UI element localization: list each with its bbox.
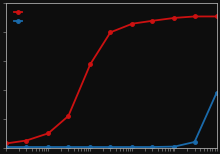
blue_series (151, 146, 154, 148)
blue_series (215, 92, 218, 94)
red_series (173, 17, 176, 19)
blue_series (173, 146, 176, 148)
blue_series (67, 146, 70, 148)
red_series (47, 132, 50, 134)
Legend: red_series, blue_series: red_series, blue_series (14, 10, 59, 26)
red_series (5, 142, 7, 144)
blue_series (89, 146, 92, 148)
red_series (67, 115, 70, 117)
blue_series (5, 146, 7, 148)
red_series (131, 23, 134, 25)
red_series (25, 140, 28, 142)
Line: blue_series: blue_series (5, 91, 218, 149)
red_series (193, 16, 196, 17)
red_series (109, 31, 112, 33)
blue_series (25, 146, 28, 148)
blue_series (193, 141, 196, 143)
red_series (215, 16, 218, 17)
red_series (151, 20, 154, 22)
red_series (89, 63, 92, 65)
Line: red_series: red_series (5, 15, 218, 145)
blue_series (109, 146, 112, 148)
blue_series (131, 146, 134, 148)
blue_series (47, 146, 50, 148)
